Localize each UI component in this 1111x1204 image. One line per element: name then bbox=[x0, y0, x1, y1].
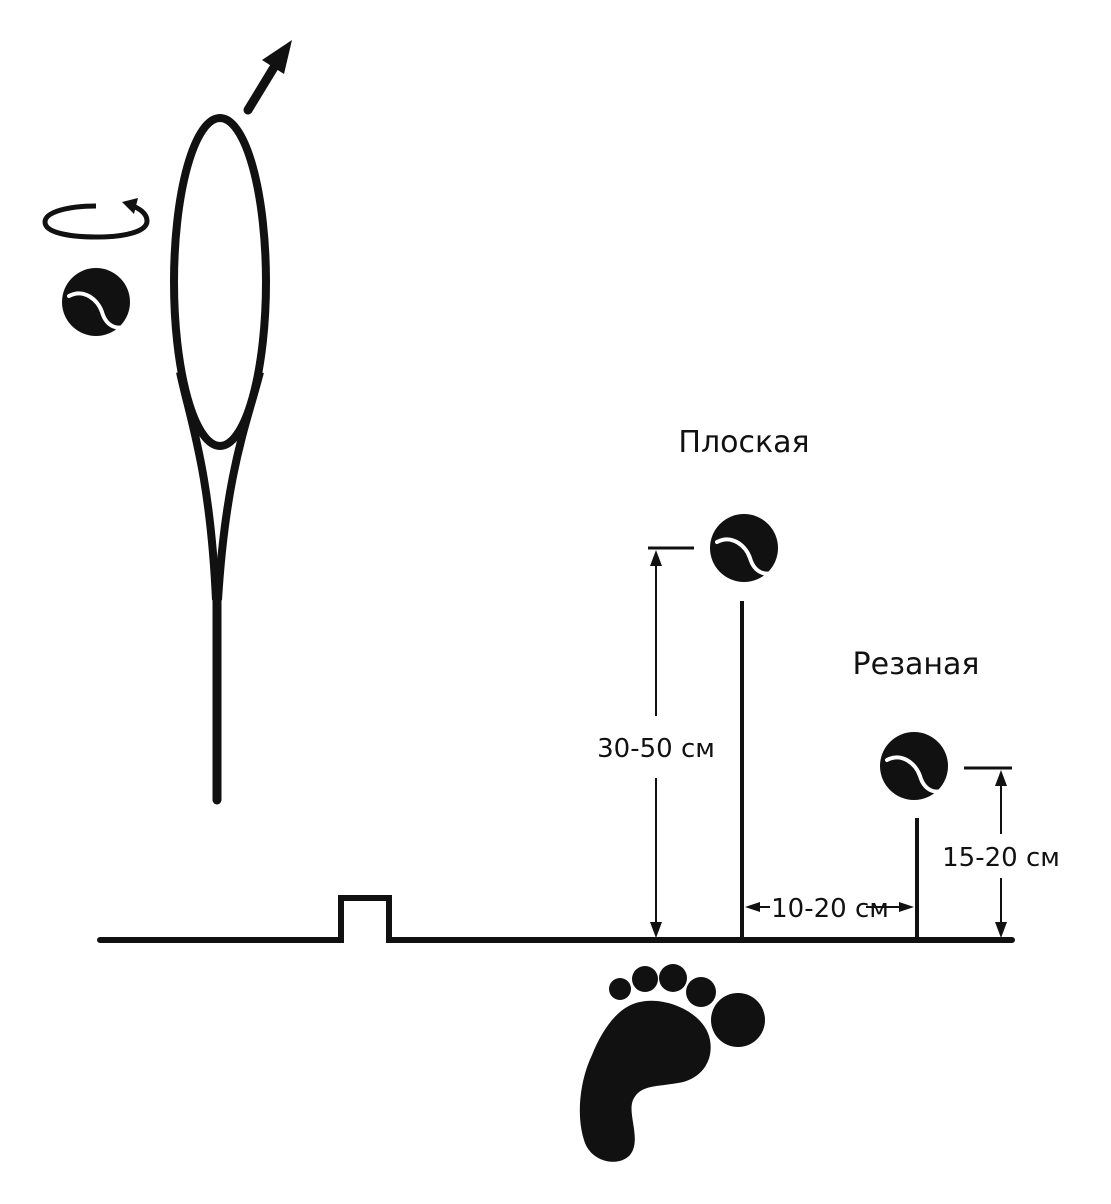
offset-label: 10-20 см bbox=[771, 894, 889, 924]
slice-height-dimension bbox=[964, 766, 1012, 938]
slice-height-label: 15-20 см bbox=[942, 843, 1060, 873]
offset-dimension bbox=[745, 902, 914, 912]
net-post-icon bbox=[97, 895, 1015, 943]
flat-serve-label: Плоская bbox=[678, 425, 809, 460]
tennis-ball-icon bbox=[60, 266, 132, 338]
flat-toss-ball-icon bbox=[708, 512, 780, 584]
up-right-arrow-icon bbox=[243, 40, 292, 115]
rotation-arrow-icon bbox=[42, 198, 150, 240]
flat-height-dimension bbox=[648, 546, 694, 938]
flat-height-label: 30-50 см bbox=[597, 734, 715, 764]
slice-serve-label: Резаная bbox=[853, 647, 980, 682]
footprint-icon bbox=[579, 964, 765, 1162]
slice-toss-ball-icon bbox=[878, 730, 950, 802]
tennis-racket-icon bbox=[170, 114, 270, 805]
